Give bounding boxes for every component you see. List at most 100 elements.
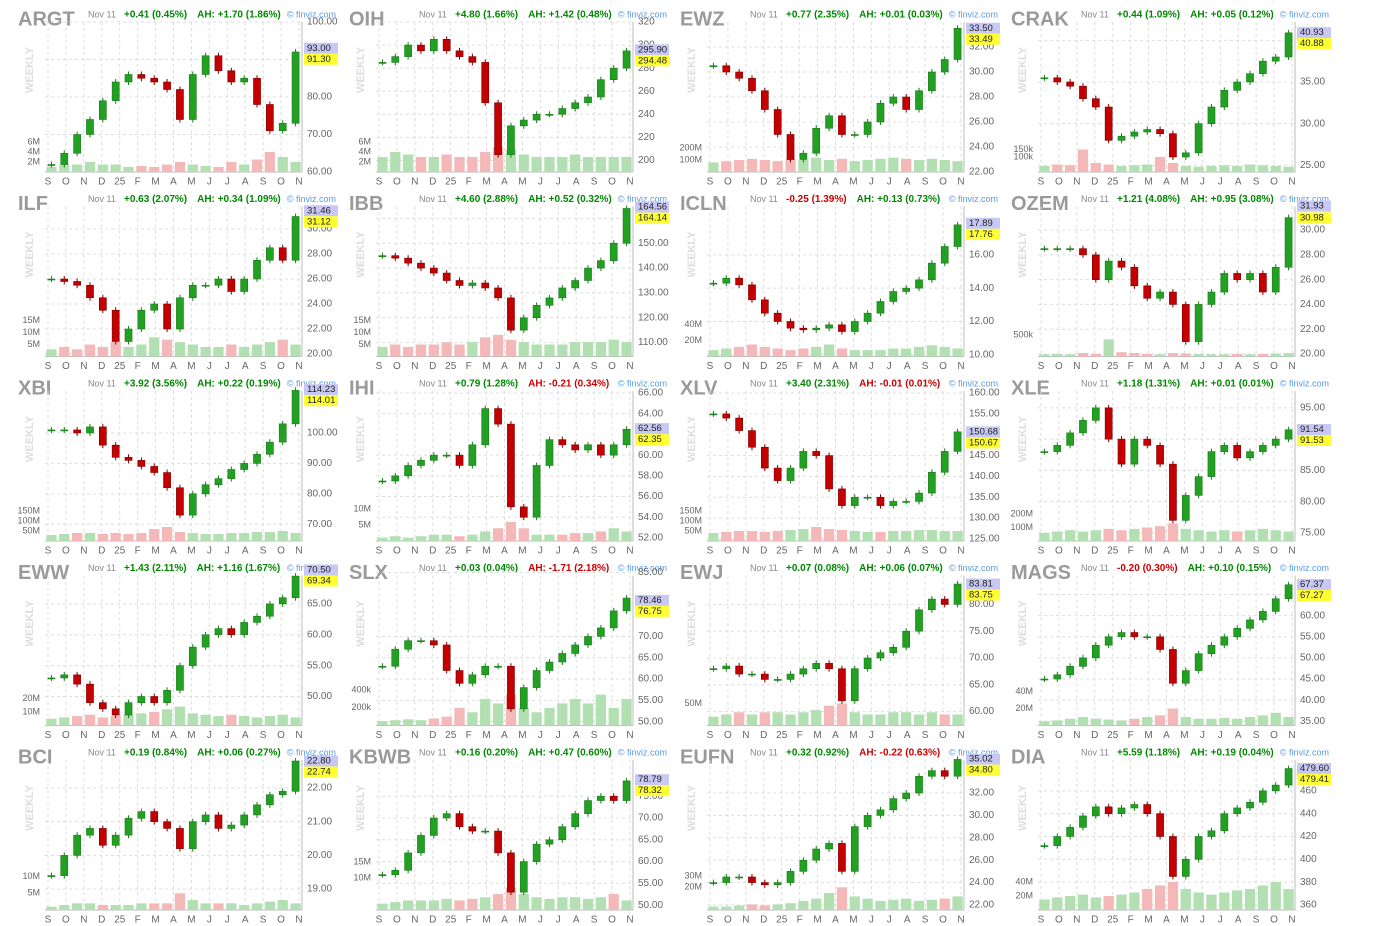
volume-bar [1193, 166, 1204, 172]
volume-bar [708, 350, 719, 357]
volume-bar [441, 154, 452, 172]
candle [1040, 451, 1049, 453]
x-tick-label: J [538, 361, 543, 372]
x-tick-label: M [518, 730, 526, 741]
y-tick-label: 30.00 [969, 810, 994, 821]
x-tick-label: A [573, 915, 580, 926]
candle [1169, 649, 1177, 684]
candle [584, 267, 592, 281]
candle [1259, 790, 1267, 803]
volume-bar [377, 537, 388, 541]
y-tick-label: 64.00 [638, 408, 663, 419]
price-tag-label: 294.48 [638, 55, 667, 66]
volume-bar [84, 533, 96, 541]
volume-bar [505, 149, 517, 172]
volume-bar [213, 346, 224, 357]
x-tick-label: S [922, 546, 929, 557]
x-tick-label: J [556, 361, 561, 372]
ticker: BCI [18, 746, 52, 768]
candle [735, 417, 743, 431]
candle [240, 463, 249, 470]
volume-tick-label: 4M [27, 146, 40, 156]
candle [240, 622, 249, 636]
volume-bar [1257, 715, 1269, 726]
price-tag [966, 33, 1000, 45]
candle [940, 451, 949, 473]
y-tick-label: 22.00 [307, 324, 332, 335]
source: © finviz.com [618, 747, 667, 757]
volume-bar [772, 712, 783, 726]
y-tick-label: 54.00 [638, 512, 663, 523]
volume-bar [110, 905, 121, 910]
x-tick-label: M [482, 915, 490, 926]
volume-bar [415, 344, 427, 357]
volume-bar [200, 166, 211, 172]
candle [558, 439, 567, 446]
candle [1156, 129, 1164, 134]
volume-bar [862, 350, 873, 357]
candle [889, 291, 898, 302]
candle [378, 874, 387, 876]
y-tick-label: 35.00 [1300, 77, 1325, 88]
candle [1040, 248, 1049, 250]
volume-bar [290, 344, 301, 357]
change: +0.41 (0.45%) [124, 10, 187, 21]
candle [902, 287, 911, 292]
candle [953, 583, 962, 605]
date: Nov 11 [88, 378, 116, 388]
volume-bar [595, 897, 607, 910]
x-tick-label: F [1128, 361, 1134, 372]
x-tick-label: O [724, 177, 732, 188]
candle [1246, 801, 1254, 809]
x-tick-label: M [482, 177, 490, 188]
volume-bar [492, 334, 504, 357]
x-tick-label: F [1128, 730, 1134, 741]
x-tick-label: S [376, 361, 383, 372]
price-tag-label: 67.37 [1300, 579, 1324, 590]
candle [137, 74, 146, 79]
date: Nov 11 [1081, 194, 1109, 204]
candle [73, 281, 81, 286]
x-tick-label: F [135, 361, 141, 372]
candle [1104, 636, 1113, 646]
y-tick-label: 30.00 [969, 67, 994, 78]
volume-bar [1103, 164, 1114, 172]
price-tag-label: 69.34 [307, 575, 331, 586]
volume-bar [798, 348, 809, 357]
volume-bar [608, 894, 619, 910]
x-tick-label: 25 [114, 730, 126, 741]
y-tick-label: 24.00 [1300, 299, 1325, 310]
volume-bar [1090, 163, 1101, 172]
change: +0.16 (0.20%) [455, 748, 518, 759]
candle [915, 279, 923, 289]
x-tick-label: 25 [1107, 546, 1119, 557]
volume-bar [402, 346, 414, 357]
volume-tick-label: 10M [353, 327, 371, 337]
candle [137, 811, 146, 819]
period-label: WEEKLY [686, 784, 698, 831]
price-tag-label: 67.27 [1300, 590, 1324, 601]
x-tick-label: S [591, 730, 598, 741]
change: +4.80 (1.66%) [455, 10, 518, 21]
price-tag-label: 35.02 [969, 754, 993, 765]
x-tick-label: J [556, 546, 561, 557]
y-tick-label: 65.00 [638, 834, 663, 845]
candle [622, 208, 631, 244]
volume-bar [952, 348, 963, 357]
x-tick-label: O [1270, 177, 1278, 188]
volume-bar [1103, 719, 1114, 726]
y-tick-label: 100.00 [307, 428, 338, 439]
x-tick-label: N [626, 730, 633, 741]
candle [584, 636, 592, 646]
candle [378, 255, 387, 257]
y-tick-label: 85.00 [638, 567, 663, 578]
x-tick-label: O [277, 915, 285, 926]
candle [468, 444, 477, 466]
volume-bar [836, 887, 848, 910]
chart-panel: OZEM Nov 11 +1.21 (4.08%) AH: +0.95 (3.08%)… [1011, 193, 1331, 372]
volume-bar [84, 162, 96, 172]
x-tick-label: S [1253, 361, 1260, 372]
candle [1181, 859, 1190, 877]
volume-bar [1219, 892, 1230, 910]
volume-tick-label: 6M [358, 136, 371, 146]
